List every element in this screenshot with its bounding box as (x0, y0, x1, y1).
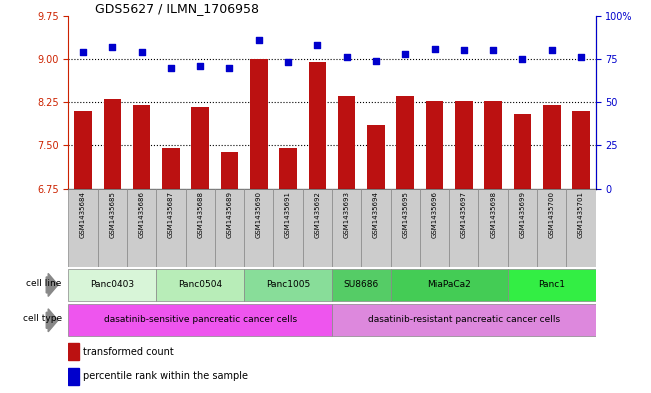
Bar (68, 368, 79, 385)
Point (371, 57, 381, 64)
Bar (420, 189, 449, 267)
Point (107, 44, 117, 50)
Text: Panc0504: Panc0504 (178, 280, 222, 289)
Bar (508, 269, 596, 301)
Text: dasatinib-sensitive pancreatic cancer cells: dasatinib-sensitive pancreatic cancer ce… (104, 315, 297, 324)
Text: GSM1435700: GSM1435700 (549, 191, 555, 238)
Bar (156, 189, 186, 267)
Bar (508, 189, 537, 267)
Text: GSM1435692: GSM1435692 (314, 191, 320, 238)
Point (137, 49, 147, 55)
Point (547, 47, 557, 53)
Text: GSM1435695: GSM1435695 (402, 191, 408, 238)
Text: GSM1435696: GSM1435696 (432, 191, 437, 238)
Bar (537, 189, 566, 267)
Point (224, 64, 235, 71)
Bar (449, 189, 478, 267)
Point (195, 63, 206, 69)
Bar (250, 59, 268, 189)
FancyArrow shape (46, 274, 58, 296)
Bar (332, 304, 596, 336)
Bar (186, 189, 215, 267)
Bar (127, 189, 156, 267)
Point (283, 59, 293, 66)
Bar (162, 148, 180, 189)
Point (517, 56, 527, 62)
Bar (484, 101, 502, 189)
Point (458, 47, 469, 53)
Text: GSM1435688: GSM1435688 (197, 191, 203, 238)
Bar (303, 189, 332, 267)
Bar (514, 114, 531, 189)
Bar (244, 269, 332, 301)
Bar (332, 269, 391, 301)
Point (78, 49, 89, 55)
Bar (367, 125, 385, 189)
Bar (191, 107, 209, 189)
Bar (68, 304, 332, 336)
Bar (68, 269, 156, 301)
Bar (332, 189, 361, 267)
Text: GSM1435699: GSM1435699 (519, 191, 525, 238)
Bar (68, 343, 79, 360)
Point (342, 54, 352, 61)
Bar (478, 189, 508, 267)
Bar (572, 111, 590, 189)
Bar (396, 96, 414, 189)
Bar (309, 62, 326, 189)
Text: GSM1435697: GSM1435697 (461, 191, 467, 238)
Text: Panc0403: Panc0403 (90, 280, 134, 289)
Point (576, 54, 587, 61)
Point (430, 46, 440, 52)
Text: GSM1435694: GSM1435694 (373, 191, 379, 238)
Text: cell line: cell line (27, 279, 62, 288)
Text: cell type: cell type (23, 314, 62, 323)
Text: GSM1435684: GSM1435684 (80, 191, 86, 238)
Bar (215, 189, 244, 267)
Text: GSM1435686: GSM1435686 (139, 191, 145, 238)
Bar (104, 99, 121, 189)
Bar (361, 189, 391, 267)
Bar (391, 269, 508, 301)
Bar (244, 189, 273, 267)
Bar (543, 105, 561, 189)
Text: dasatinib-resistant pancreatic cancer cells: dasatinib-resistant pancreatic cancer ce… (368, 315, 560, 324)
Bar (273, 189, 303, 267)
Text: GSM1435701: GSM1435701 (578, 191, 584, 238)
Bar (98, 189, 127, 267)
Point (488, 47, 499, 53)
Bar (156, 269, 244, 301)
Text: MiaPaCa2: MiaPaCa2 (427, 280, 471, 289)
Bar (455, 101, 473, 189)
Text: GDS5627 / ILMN_1706958: GDS5627 / ILMN_1706958 (95, 2, 258, 15)
Bar (426, 101, 443, 189)
Point (254, 37, 264, 43)
Text: GSM1435691: GSM1435691 (285, 191, 291, 238)
Text: GSM1435693: GSM1435693 (344, 191, 350, 238)
Bar (566, 189, 596, 267)
Bar (68, 189, 98, 267)
Text: Panc1: Panc1 (538, 280, 565, 289)
Text: Panc1005: Panc1005 (266, 280, 310, 289)
Bar (133, 105, 150, 189)
Bar (74, 111, 92, 189)
Text: GSM1435687: GSM1435687 (168, 191, 174, 238)
Point (400, 51, 411, 57)
Bar (221, 152, 238, 189)
Text: GSM1435685: GSM1435685 (109, 191, 115, 238)
Text: SU8686: SU8686 (344, 280, 379, 289)
Text: GSM1435690: GSM1435690 (256, 191, 262, 238)
Bar (391, 189, 420, 267)
Bar (279, 148, 297, 189)
Bar (338, 96, 355, 189)
Point (312, 42, 323, 48)
Point (165, 64, 176, 71)
FancyArrow shape (46, 309, 58, 332)
Text: GSM1435689: GSM1435689 (227, 191, 232, 238)
Text: GSM1435698: GSM1435698 (490, 191, 496, 238)
Text: transformed count: transformed count (83, 347, 174, 357)
Text: percentile rank within the sample: percentile rank within the sample (83, 371, 248, 382)
